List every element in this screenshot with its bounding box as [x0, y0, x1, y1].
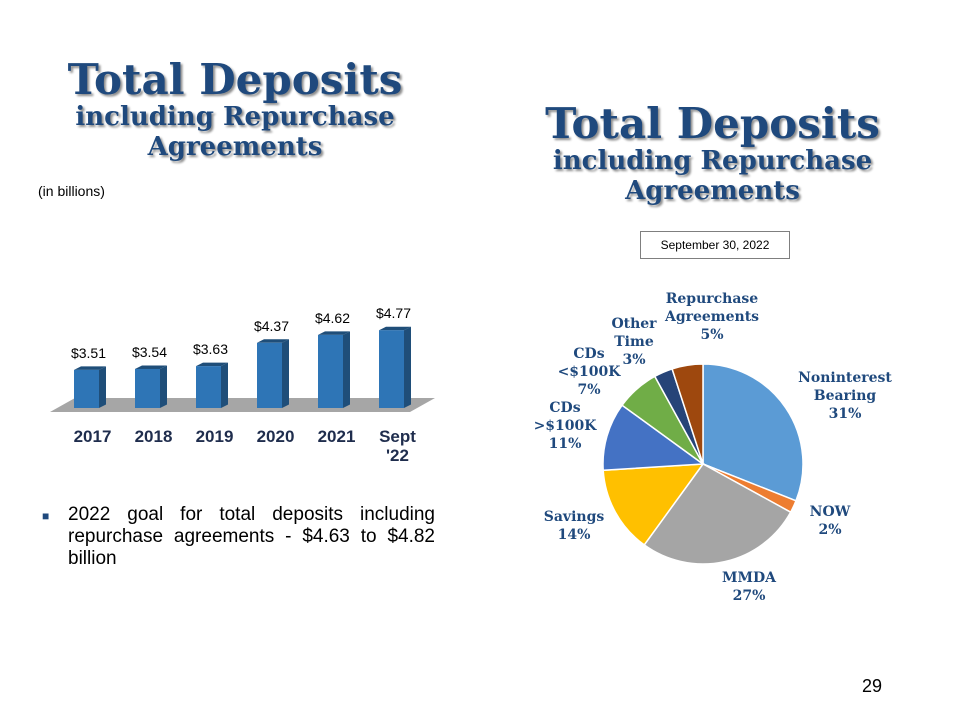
bar-top — [257, 339, 289, 343]
bar — [135, 368, 160, 408]
bar-side — [99, 366, 106, 408]
bar — [318, 334, 343, 408]
bar-top — [135, 365, 167, 369]
bar-value-label: $4.62 — [315, 310, 350, 326]
pie-slice — [653, 367, 704, 465]
bar-side — [160, 365, 167, 408]
pie-slice-label: Savings 14% — [544, 509, 605, 543]
pie-slice — [621, 375, 704, 465]
bar-top — [74, 366, 106, 370]
pie-slice-label: NOW 2% — [810, 504, 851, 538]
bar — [379, 330, 404, 408]
bar-category-label: 2019 — [196, 427, 234, 446]
left-title-main: Total Deposits — [67, 55, 403, 104]
bar-value-label: $3.51 — [71, 345, 106, 361]
pie-slice-label: Noninterest Bearing 31% — [798, 370, 892, 422]
bar-top — [379, 326, 411, 331]
pie-slice-label: Other Time 3% — [611, 316, 657, 368]
right-title-main: Total Deposits — [545, 99, 880, 148]
bar-side — [343, 331, 350, 408]
bar-side — [404, 326, 411, 408]
bar-value-label: $3.63 — [193, 341, 228, 357]
bar-category-label: Sept '22 — [379, 427, 416, 465]
pie-slice — [702, 363, 804, 502]
pie-slice — [702, 463, 797, 514]
page-number: 29 — [862, 676, 883, 696]
bar-side — [282, 339, 289, 408]
bar — [196, 366, 221, 408]
pie-slice-label: CDs >$100K 11% — [534, 400, 598, 452]
right-chart-title: Total Deposits including Repurchase Agre… — [500, 99, 925, 207]
pie-slice — [671, 363, 704, 465]
pie-slice — [643, 463, 792, 565]
left-title-sub: including Repurchase Agreements — [75, 102, 395, 162]
bar — [257, 342, 282, 408]
pie-slice-label: MMDA 27% — [722, 570, 777, 604]
pie-slice-label: CDs <$100K 7% — [558, 346, 622, 398]
bar-category-label: 2021 — [318, 427, 356, 446]
goal-bullet-text: 2022 goal for total deposits including r… — [68, 504, 435, 569]
pie-slice — [602, 463, 705, 546]
bar-side — [221, 362, 228, 408]
as-of-date-label: September 30, 2022 — [640, 231, 790, 259]
bar-top — [318, 331, 350, 335]
bar-category-label: 2018 — [135, 427, 173, 446]
bar-chart: $3.51 2017 $3.54 2018 $3.63 2019 $4.37 2020 $4.6… — [50, 305, 435, 465]
bar-category-label: 2017 — [74, 427, 112, 446]
bar — [74, 369, 99, 408]
bar-top — [196, 362, 228, 367]
units-note: (in billions) — [38, 183, 105, 199]
right-title-sub: including Repurchase Agreements — [552, 146, 873, 206]
bullet-marker-icon: ■ — [42, 509, 50, 523]
pie-slice — [602, 404, 706, 472]
bar-chart-floor — [50, 398, 435, 412]
bar-value-label: $4.37 — [254, 318, 289, 334]
bar-category-label: 2020 — [257, 427, 295, 446]
goal-bullet: ■ 2022 goal for total deposits including… — [42, 504, 435, 570]
bar-value-label: $3.54 — [132, 344, 167, 360]
bar-value-label: $4.77 — [376, 305, 411, 321]
left-chart-title: Total Deposits including Repurchase Agre… — [20, 55, 450, 163]
pie-slice-label: Repurchase Agreements 5% — [664, 291, 759, 343]
